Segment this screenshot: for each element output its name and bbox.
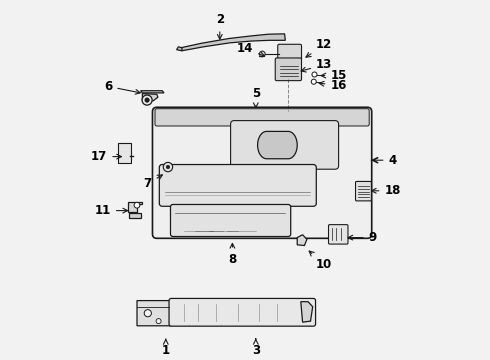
FancyBboxPatch shape: [159, 165, 316, 206]
Polygon shape: [141, 91, 164, 93]
FancyBboxPatch shape: [328, 225, 348, 244]
Polygon shape: [137, 301, 171, 326]
Text: 3: 3: [252, 339, 260, 357]
Text: 5: 5: [252, 87, 260, 108]
Text: 14: 14: [237, 42, 265, 57]
FancyBboxPatch shape: [169, 298, 316, 326]
Circle shape: [144, 310, 151, 317]
Text: 10: 10: [309, 251, 332, 271]
Text: 12: 12: [306, 39, 332, 57]
Polygon shape: [297, 235, 307, 246]
Polygon shape: [143, 94, 158, 101]
Text: 7: 7: [144, 175, 162, 190]
FancyBboxPatch shape: [356, 181, 371, 201]
Polygon shape: [176, 47, 182, 51]
FancyBboxPatch shape: [152, 107, 372, 238]
Text: 15: 15: [321, 69, 347, 82]
Text: 9: 9: [348, 231, 377, 244]
Circle shape: [163, 162, 172, 172]
Circle shape: [145, 98, 149, 102]
Polygon shape: [258, 131, 297, 159]
Text: 4: 4: [373, 154, 397, 167]
Polygon shape: [180, 34, 285, 51]
Text: 18: 18: [371, 184, 401, 197]
Text: 17: 17: [91, 150, 122, 163]
FancyBboxPatch shape: [155, 109, 369, 126]
FancyBboxPatch shape: [231, 121, 339, 169]
Text: 6: 6: [104, 80, 140, 94]
Circle shape: [134, 202, 140, 208]
Text: 1: 1: [162, 339, 170, 357]
Polygon shape: [129, 213, 141, 218]
FancyBboxPatch shape: [118, 143, 130, 163]
FancyBboxPatch shape: [278, 44, 301, 61]
FancyBboxPatch shape: [171, 204, 291, 237]
Circle shape: [142, 95, 152, 105]
Text: 8: 8: [228, 243, 237, 266]
Text: 11: 11: [95, 204, 127, 217]
Polygon shape: [301, 302, 313, 322]
Text: 2: 2: [216, 13, 224, 39]
Circle shape: [311, 79, 316, 84]
FancyBboxPatch shape: [275, 58, 301, 81]
Text: 13: 13: [301, 58, 332, 72]
Polygon shape: [128, 202, 143, 212]
Circle shape: [166, 165, 170, 169]
Text: 16: 16: [319, 79, 347, 92]
Circle shape: [259, 51, 265, 57]
Circle shape: [312, 72, 317, 77]
Circle shape: [156, 319, 161, 324]
